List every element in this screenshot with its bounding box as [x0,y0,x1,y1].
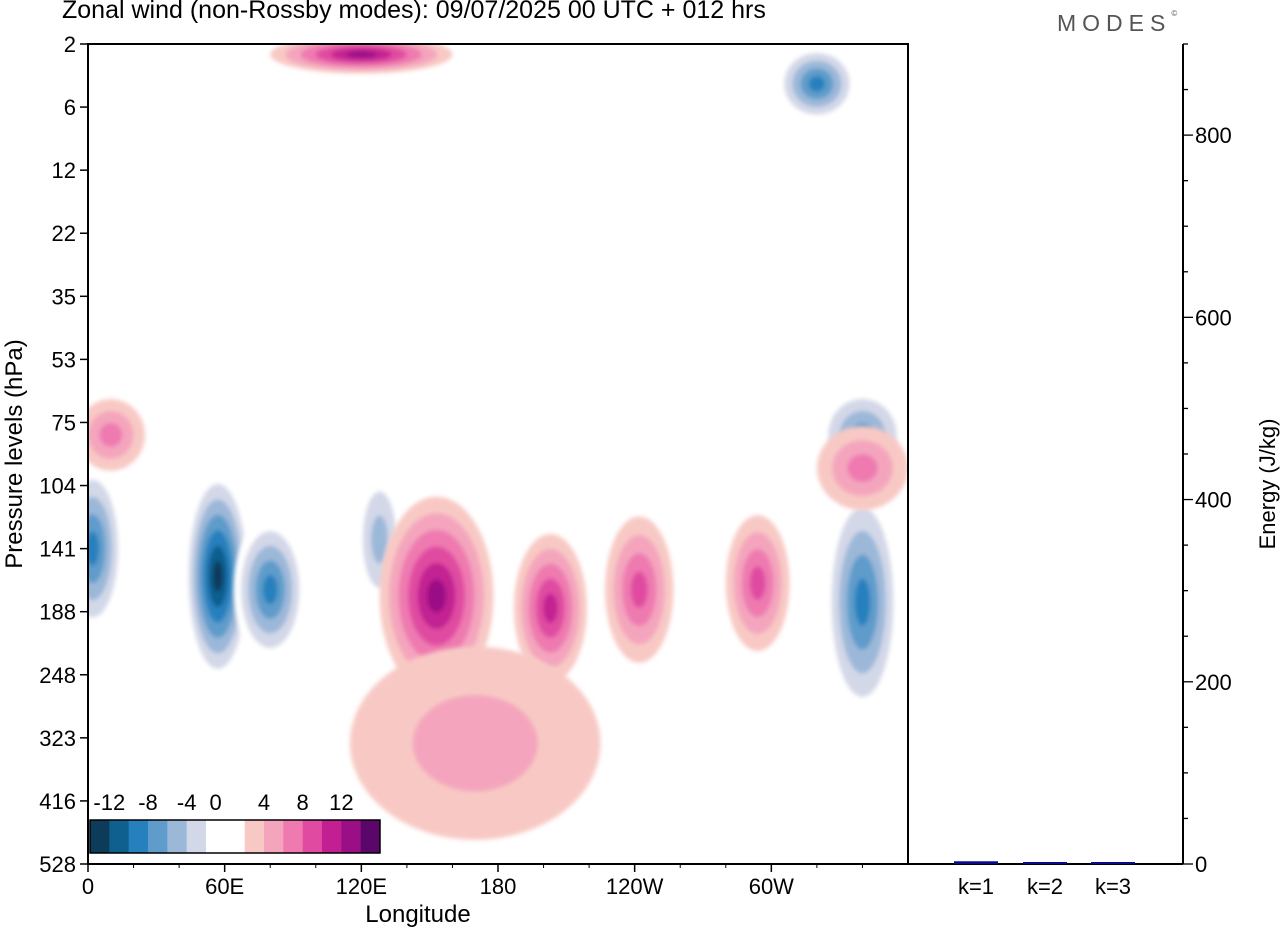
negative-wind-region [823,483,902,721]
colorbar-swatch [167,820,188,853]
x-tick-label: 60W [749,874,794,899]
energy-y-tick-label: 200 [1195,670,1232,695]
x-tick-label: 120W [606,874,664,899]
wind-contour-band [854,578,871,626]
wind-contour-band [808,76,826,92]
colorbar-swatch [341,820,362,853]
colorbar-swatch [109,820,130,853]
positive-wind-region [725,515,790,652]
colorbar-label: -8 [138,790,158,815]
colorbar-swatch [283,820,304,853]
colorbar-swatch [186,820,207,853]
registered-mark: © [1171,9,1178,19]
y-axis-label: Pressure levels (hPa) [1,339,28,568]
y-tick-label: 6 [64,95,76,120]
y-tick-label: 141 [39,537,76,562]
colorbar-swatch [206,820,226,853]
x-axis-label: Longitude [365,901,470,928]
x-tick-label: 120E [336,874,387,899]
energy-y-tick-label: 0 [1195,852,1207,877]
positive-wind-region [605,516,674,663]
positive-wind-region [270,44,453,74]
wind-contour-band [749,566,766,601]
colorbar-swatch [322,820,342,853]
y-tick-label: 528 [39,852,76,877]
wind-contour-band [212,560,223,592]
colorbar-label: -4 [177,790,197,815]
y-tick-label: 35 [52,284,76,309]
energy-category-label: k=3 [1095,874,1131,899]
colorbar-swatch [264,820,284,853]
wind-contour-band [371,515,388,564]
colorbar-swatch [148,820,168,853]
colorbar-swatch [360,820,381,853]
energy-bar [1023,862,1067,864]
colorbar-label: 0 [210,790,222,815]
colorbar-border [89,819,381,854]
wind-contour-band [412,694,538,792]
colorbar-swatch [244,820,265,853]
chart-title: Zonal wind (non-Rossby modes): 09/07/202… [62,0,766,24]
wind-contour-band [88,531,99,566]
y-tick-label: 248 [39,663,76,688]
y-tick-label: 22 [52,221,76,246]
y-tick-label: 104 [39,474,76,499]
wind-contour-band [99,422,123,447]
colorbar-swatch [128,820,149,853]
y-tick-label: 188 [39,600,76,625]
positive-wind-region [513,533,587,683]
y-tick-label: 75 [52,410,76,435]
colorbar-label: 8 [297,790,309,815]
colorbar-swatch [302,820,323,853]
colorbar-label: 4 [258,790,270,815]
colorbar-label: -12 [93,790,125,815]
colorbar-swatch [90,820,110,853]
colorbar-label: 12 [329,790,353,815]
energy-y-tick-label: 400 [1195,488,1232,513]
energy-category-label: k=2 [1027,874,1063,899]
colorbar-swatch [225,820,246,853]
colorbar: -12 -8 -4 0 4 8 12 [89,790,381,854]
positive-wind-region [349,646,601,840]
positive-wind-region [379,496,494,696]
wind-contour-band [427,579,446,613]
wind-contour-band [847,454,878,483]
energy-category-label: k=1 [958,874,994,899]
energy-axis-label: Energy (J/kg) [1255,419,1280,550]
positive-wind-region [88,399,145,471]
x-tick-label: 0 [82,874,94,899]
x-tick-label: 180 [480,874,517,899]
energy-y-tick-label: 800 [1195,123,1232,148]
energy-bar [1091,862,1135,864]
y-tick-label: 323 [39,726,76,751]
contour-field [88,44,908,840]
energy-panel: 0 200 400 600 800 Energy (J/kg) k=1 k=2 k=3 [908,43,1280,899]
negative-wind-region [233,516,307,663]
y-tick-label: 416 [39,789,76,814]
negative-wind-region [775,45,858,123]
wind-contour-band [630,571,648,608]
negative-wind-region [88,462,125,635]
energy-bar [954,861,998,864]
y-tick-label: 2 [64,32,76,57]
y-tick-label: 53 [52,347,76,372]
x-tick-label: 60E [205,874,244,899]
modes-logo-text: MODES [1057,10,1172,36]
wind-contour-band [262,575,278,605]
wind-contour-band [346,51,377,58]
energy-y-tick-label: 600 [1195,305,1232,330]
positive-wind-region [816,426,908,511]
wind-contour-band [543,593,558,623]
y-tick-label: 12 [52,158,76,183]
modes-logo: MODES© [1057,9,1178,37]
negative-wind-region [183,468,252,685]
